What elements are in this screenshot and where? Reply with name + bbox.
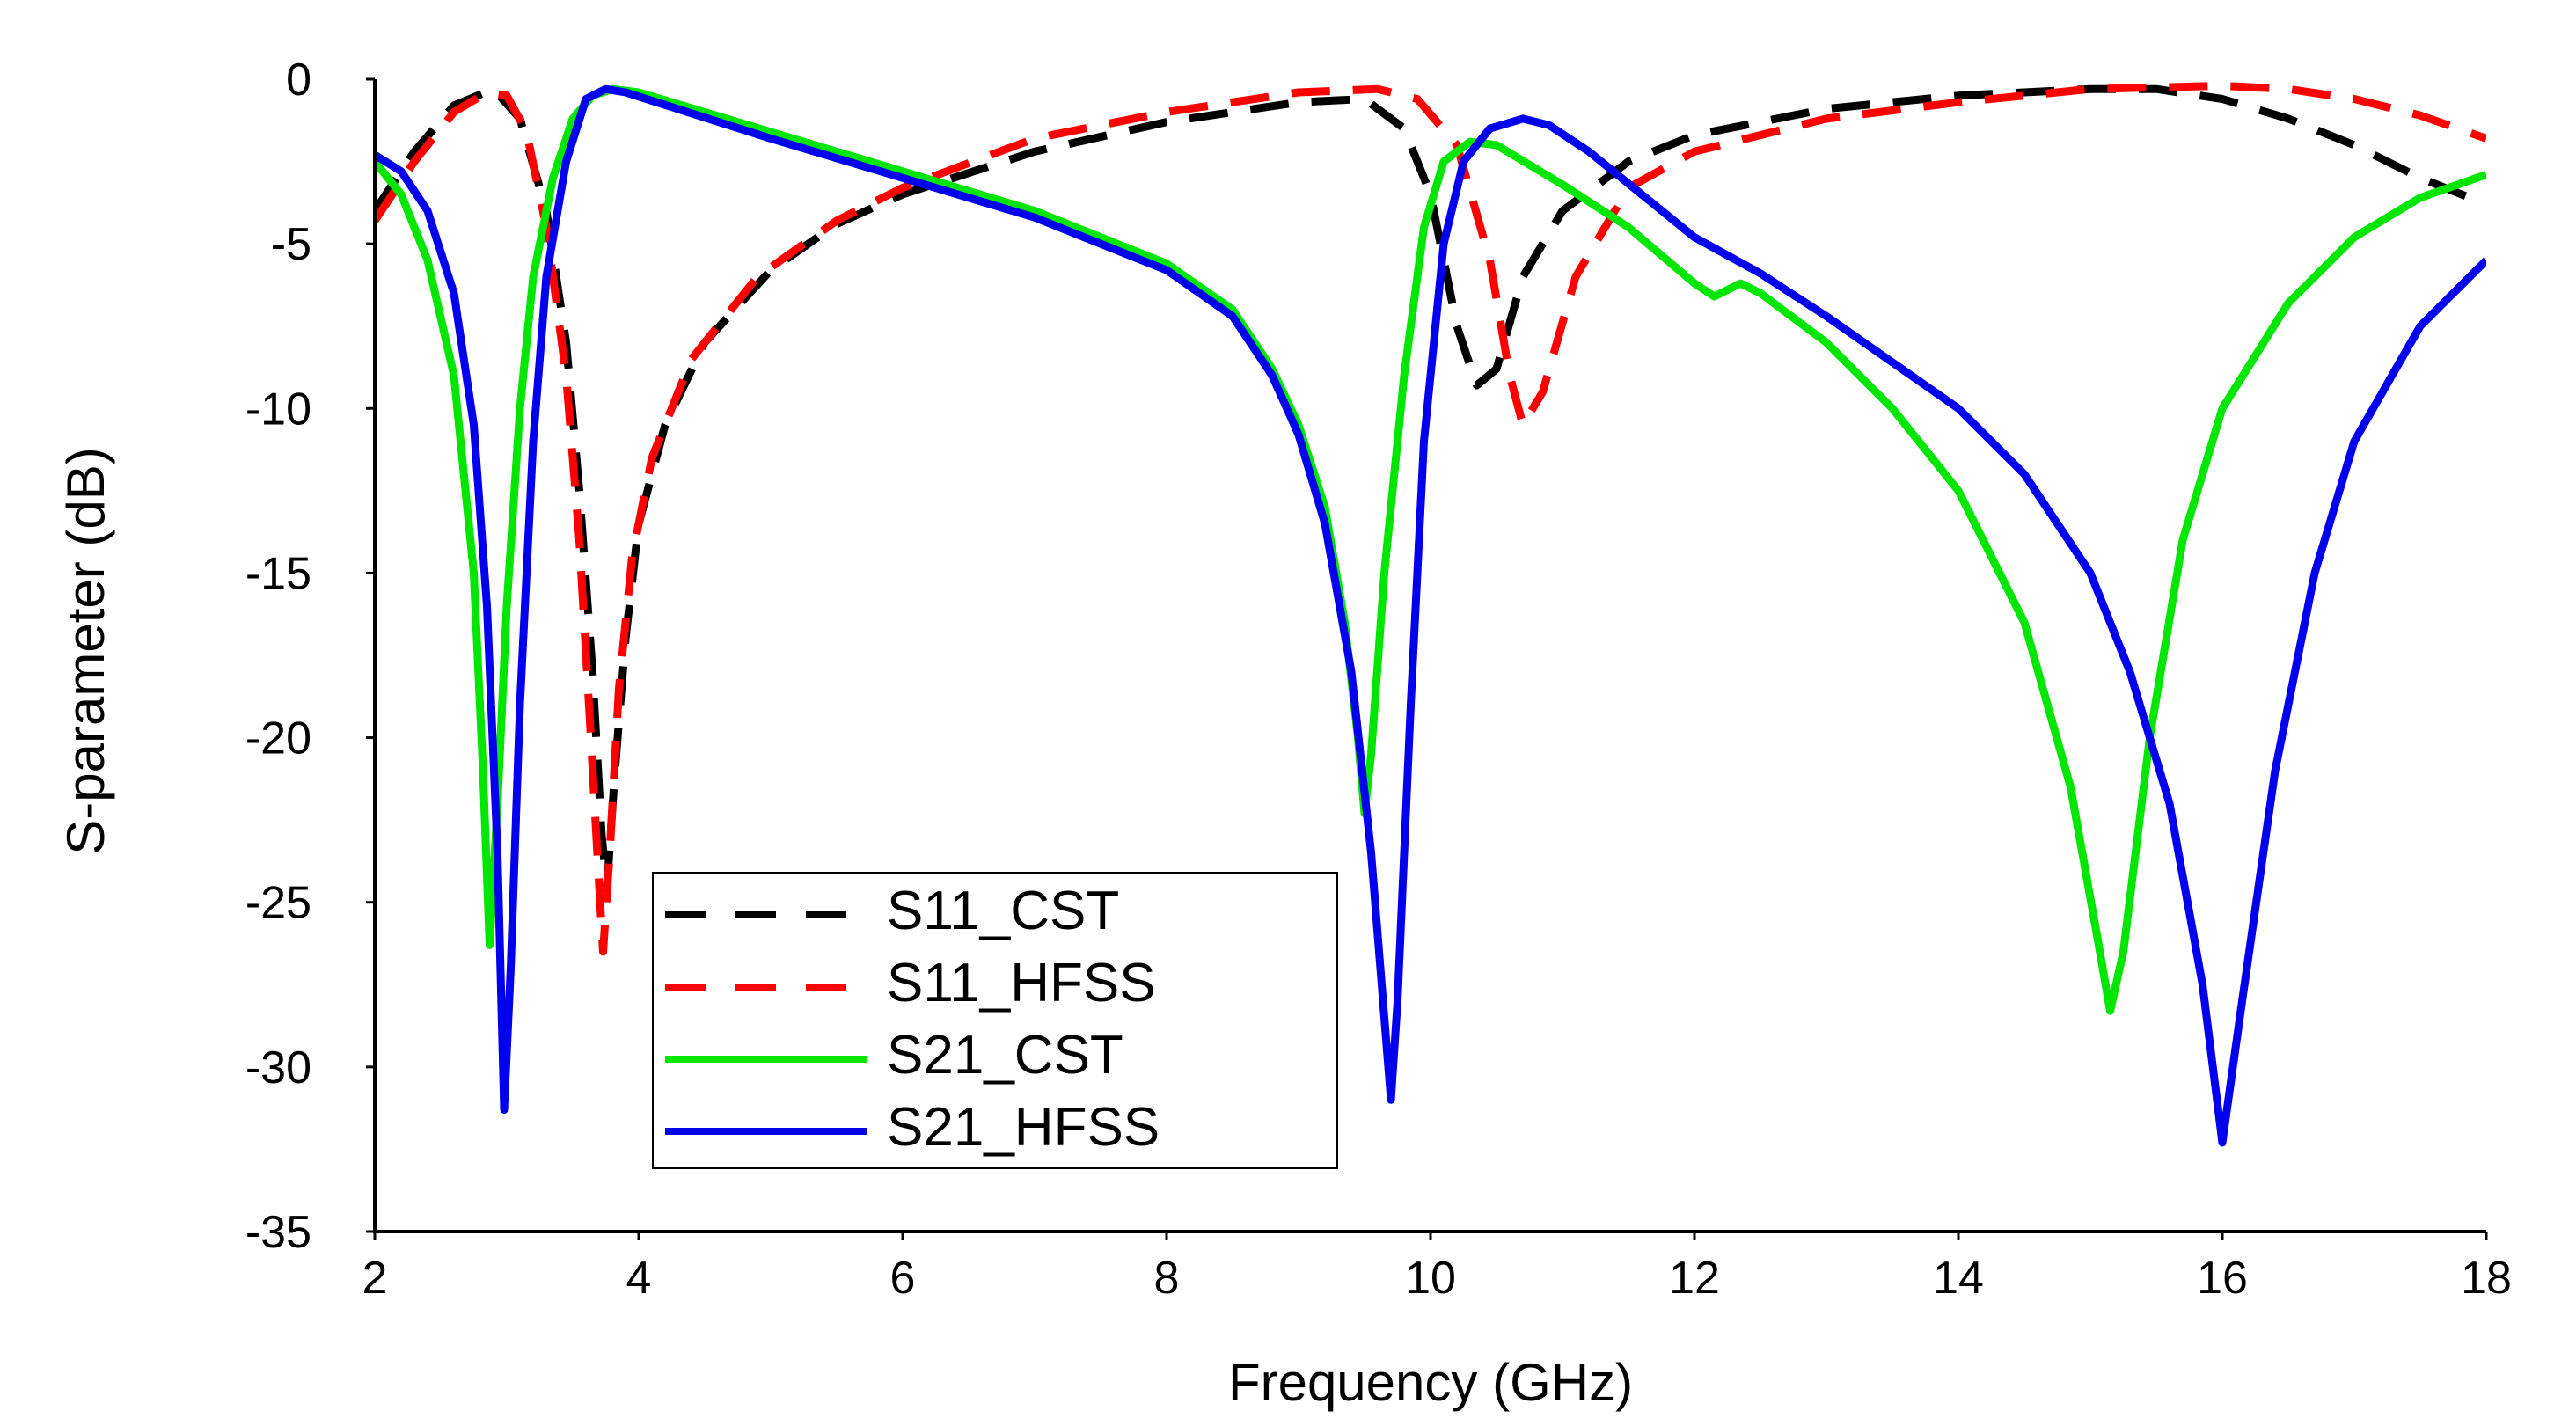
- legend-box: [652, 872, 1338, 1169]
- series-s21-cst: [375, 84, 2486, 1015]
- x-tick-label: 10: [1405, 1253, 1456, 1304]
- series-s21-hfss: [375, 84, 2486, 1147]
- legend-label-s11-cst: S11_CST: [887, 881, 1119, 941]
- series-s11-cst: [375, 84, 2486, 890]
- x-tick-label: 18: [2461, 1253, 2512, 1304]
- x-tick-label: 6: [890, 1253, 916, 1304]
- y-tick-label: -10: [245, 384, 311, 435]
- legend: S11_CST S11_HFSS S21_CST S21_HFSS: [652, 872, 1338, 1169]
- x-axis-title: Frequency (GHz): [1228, 1353, 1633, 1412]
- legend-items: [665, 911, 867, 1135]
- y-tick-label: -35: [245, 1207, 311, 1258]
- x-tick-label: 12: [1669, 1253, 1720, 1304]
- y-tick-label: -15: [245, 548, 311, 599]
- x-tick-label: 16: [2197, 1253, 2248, 1304]
- axes-layer: 2 4 6 8 10 12 14 16 18 0 -5 -10 -15 -20 -25 -30 -35: [245, 55, 2512, 1304]
- legend-label-s11-hfss: S11_HFSS: [887, 953, 1156, 1013]
- y-tick-label: -25: [245, 878, 311, 929]
- y-tick-label: -5: [271, 219, 311, 270]
- y-tick-label: -30: [245, 1042, 311, 1093]
- series-layer: [375, 82, 2486, 1147]
- y-axis-title: S-parameter (dB): [56, 447, 115, 854]
- x-tick-label: 8: [1154, 1253, 1180, 1304]
- y-tick-label: 0: [286, 55, 311, 106]
- y-tick-label: -20: [245, 713, 311, 764]
- x-tick-label: 4: [626, 1253, 652, 1304]
- x-tick-label: 14: [1933, 1253, 1984, 1304]
- series-s11-hfss: [375, 82, 2486, 956]
- legend-label-s21-hfss: S21_HFSS: [887, 1097, 1160, 1158]
- legend-label-s21-cst: S21_CST: [887, 1025, 1123, 1086]
- x-tick-label: 2: [362, 1253, 388, 1304]
